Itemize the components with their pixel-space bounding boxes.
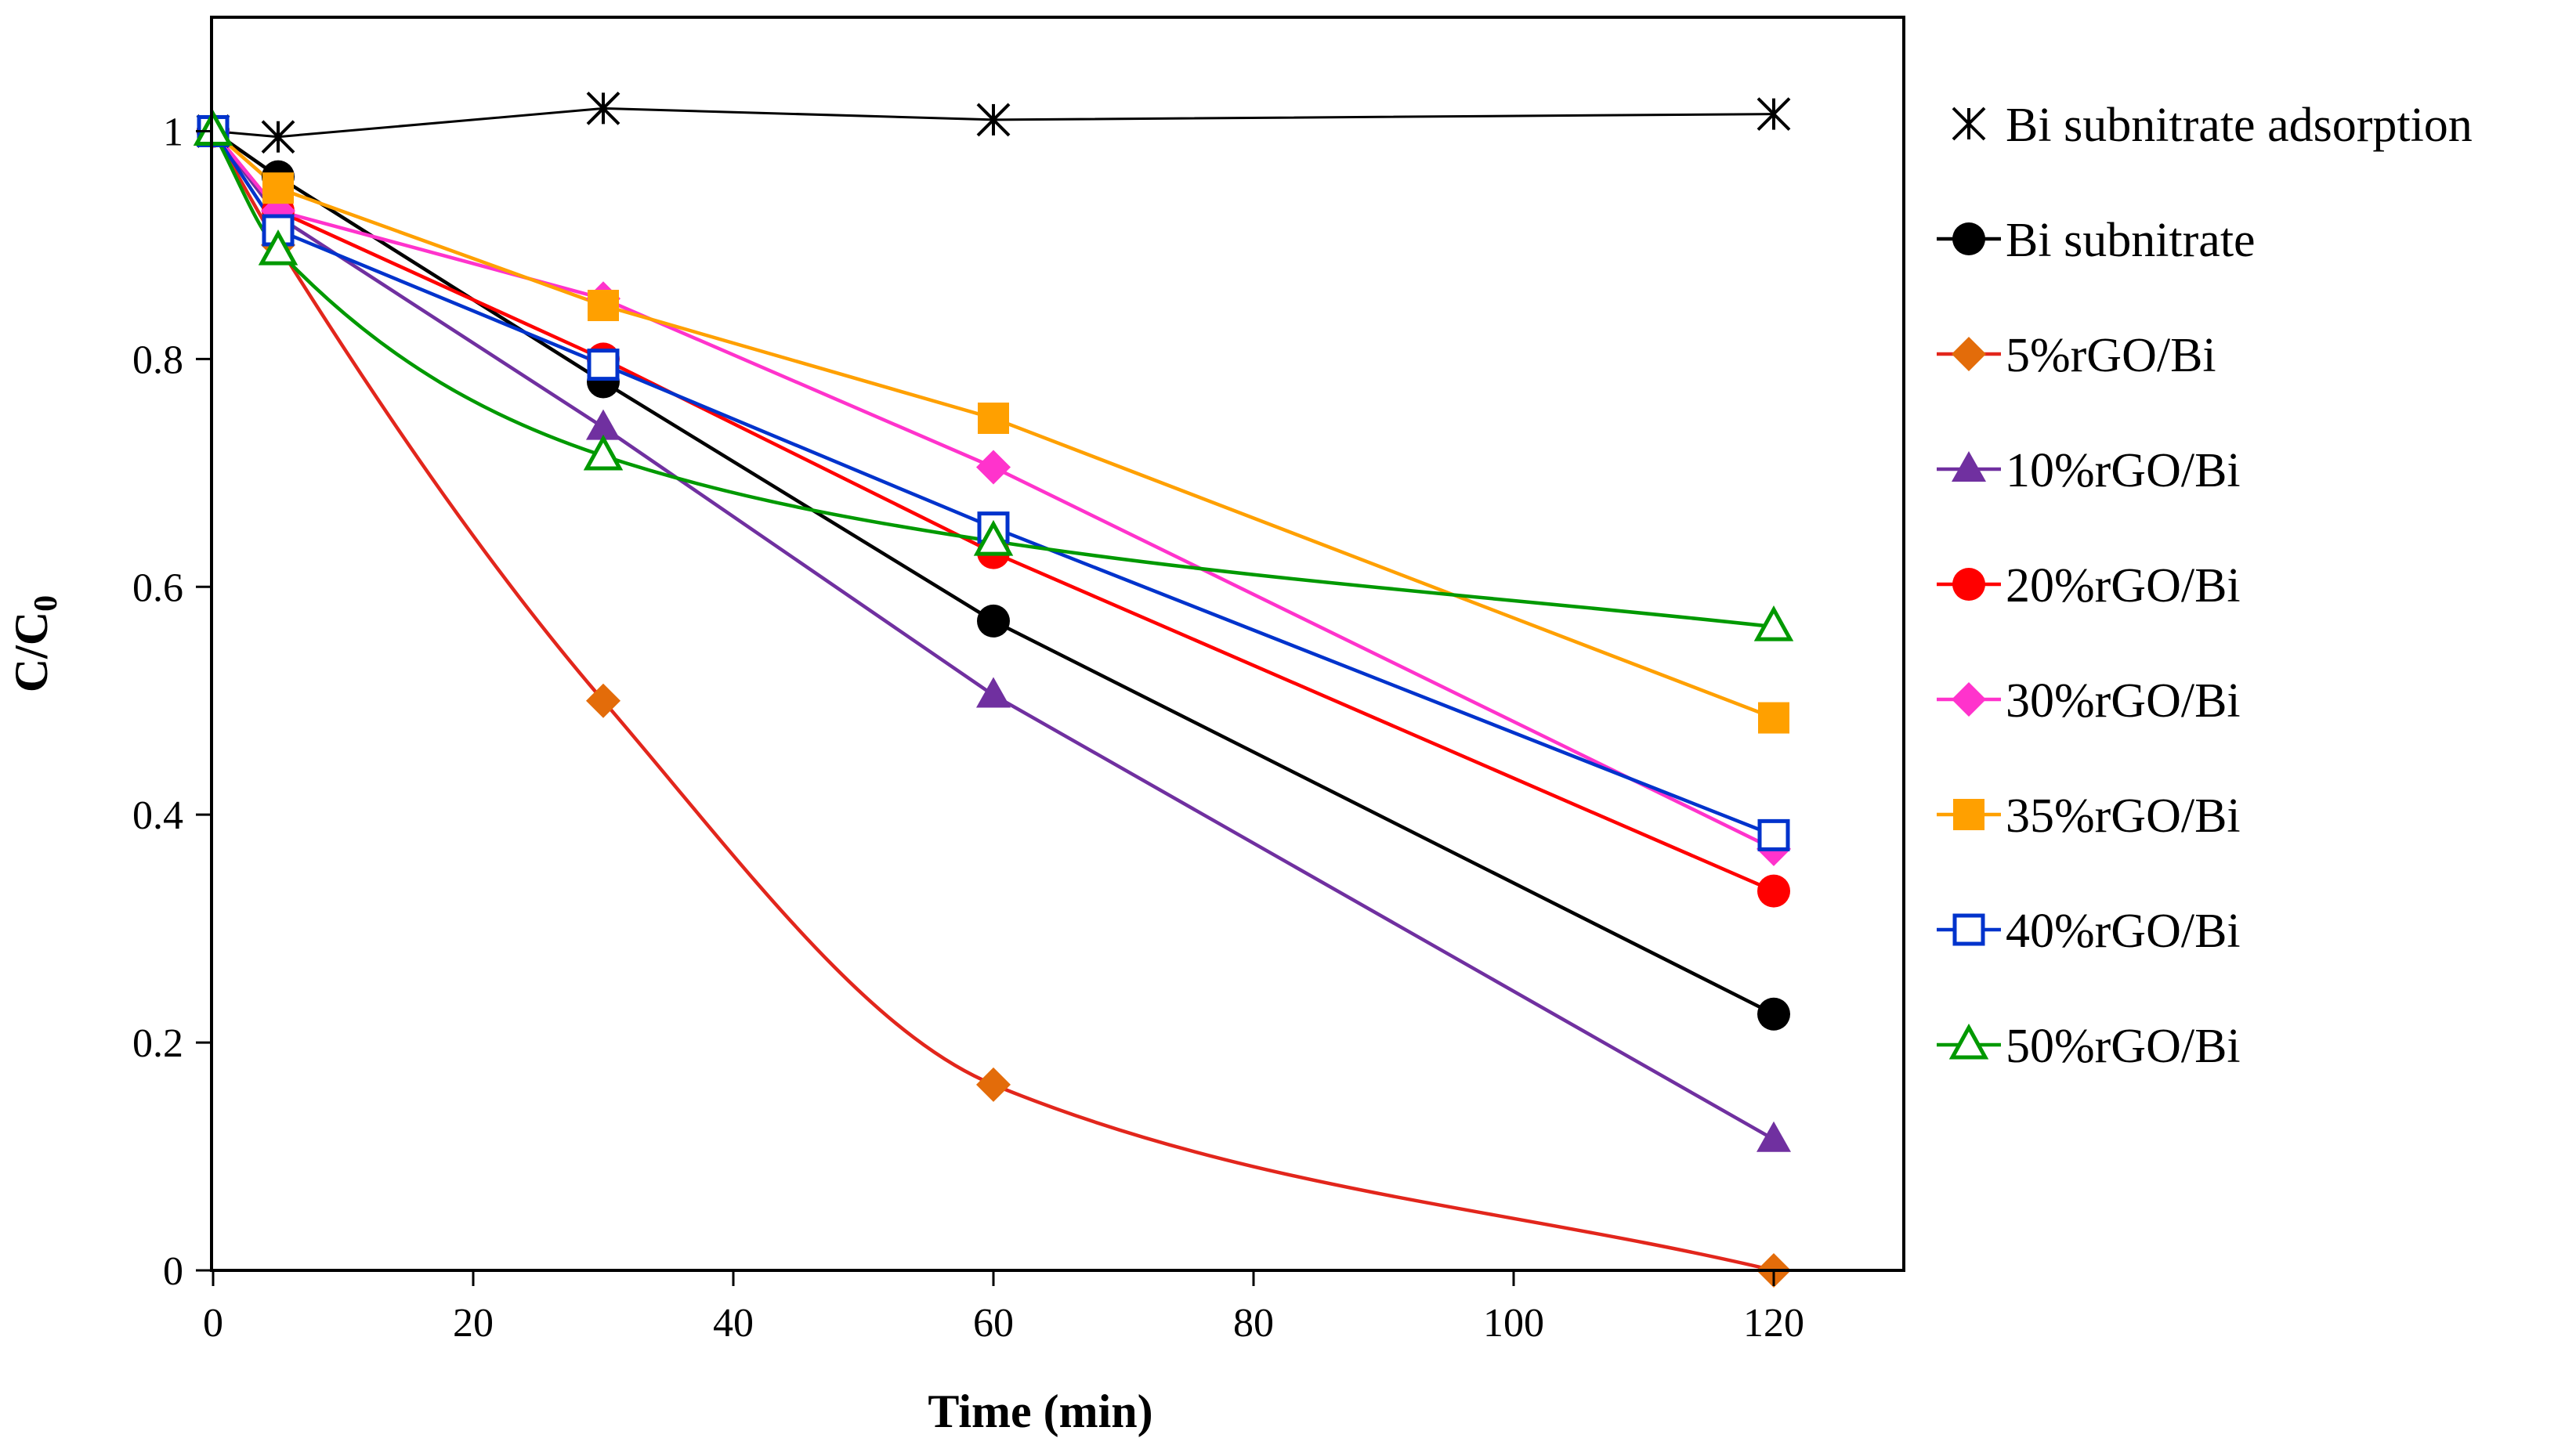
legend-marker-shape <box>1952 682 1986 717</box>
data-point-shape <box>973 519 1014 556</box>
y-axis-title: C/C0 <box>5 595 64 692</box>
x-axis-title: Time (min) <box>928 1386 1152 1437</box>
x-tick-label: 60 <box>973 1301 1014 1346</box>
data-point <box>587 349 620 381</box>
legend-marker <box>1952 337 1986 371</box>
data-point-shape <box>1758 702 1789 734</box>
legend-marker <box>1952 682 1986 717</box>
axes <box>210 16 1905 1272</box>
legend-marker-shape <box>1952 568 1985 601</box>
data-point-shape <box>1757 818 1790 851</box>
legend-marker-shape <box>1952 337 1986 371</box>
data-point <box>258 229 298 266</box>
data-point <box>1758 702 1789 734</box>
data-point-shape <box>1753 605 1794 641</box>
data-point-shape <box>976 677 1011 708</box>
legend-marker <box>1952 913 1985 946</box>
data-point <box>262 172 294 204</box>
y-ticks: 0 0.2 0.4 0.6 0.8 1 <box>132 110 212 1294</box>
data-point-shape <box>976 1067 1011 1102</box>
x-tick-label: 80 <box>1233 1301 1274 1346</box>
legend-marker <box>1952 451 1986 482</box>
plot-frame <box>210 16 1905 1272</box>
legend-marker-shape <box>1952 222 1985 255</box>
data-point-shape <box>587 349 620 381</box>
data-point-shape <box>586 683 620 718</box>
legend-label: 5%rGO/Bi <box>2006 329 2216 382</box>
data-point <box>976 1067 1011 1102</box>
legend-label: 35%rGO/Bi <box>2006 789 2241 843</box>
x-tick-label: 120 <box>1743 1301 1804 1346</box>
data-point-shape <box>258 229 298 266</box>
data-point-shape <box>588 290 619 321</box>
x-tick-label: 40 <box>713 1301 754 1346</box>
legend-label: 20%rGO/Bi <box>2006 559 2241 612</box>
x-tick-label: 100 <box>1483 1301 1544 1346</box>
legend-marker <box>1952 222 1985 255</box>
legend-label: 10%rGO/Bi <box>2006 444 2241 497</box>
legend: Bi subnitrate adsorption Bi subnitrate 5%r… <box>1937 99 2473 1073</box>
legend-marker-shape <box>1952 913 1985 946</box>
data-point-shape <box>1757 1121 1791 1152</box>
data-point-shape <box>978 403 1009 434</box>
y-tick-label: 0.6 <box>132 565 183 610</box>
data-point <box>1757 997 1790 1031</box>
data-point-shape <box>1757 874 1790 908</box>
data-point <box>976 677 1011 708</box>
data-point <box>1757 818 1790 851</box>
legend-marker-shape <box>1953 799 1984 830</box>
legend-label: 40%rGO/Bi <box>2006 905 2241 958</box>
y-tick-label: 0 <box>163 1249 183 1294</box>
data-point-shape <box>586 409 620 440</box>
data-point <box>1753 605 1794 641</box>
data-point <box>1757 1121 1791 1152</box>
legend-item: 35%rGO/Bi <box>1937 789 2241 843</box>
data-point <box>976 103 1011 137</box>
data-point-shape <box>583 434 624 471</box>
legend-marker <box>1953 799 1984 830</box>
legend-item: 5%rGO/Bi <box>1937 329 2216 382</box>
legend-marker <box>1948 1023 1989 1060</box>
legend-item: 20%rGO/Bi <box>1937 559 2241 612</box>
data-point <box>1757 874 1790 908</box>
legend-item: Bi subnitrate adsorption <box>1952 99 2473 152</box>
data-point <box>586 409 620 440</box>
data-point <box>1757 97 1791 132</box>
legend-item: 50%rGO/Bi <box>1937 1020 2241 1073</box>
legend-marker <box>1952 568 1985 601</box>
data-point <box>586 91 620 125</box>
y-tick-label: 0.4 <box>132 793 183 838</box>
data-point <box>976 450 1011 485</box>
legend-label: Bi subnitrate <box>2006 214 2256 267</box>
data-point <box>583 434 624 471</box>
y-tick-label: 1 <box>163 110 183 154</box>
legend-marker <box>1952 107 1986 141</box>
legend-marker-shape <box>1952 451 1986 482</box>
legend-item: 40%rGO/Bi <box>1937 905 2241 958</box>
legend-marker-shape <box>1948 1023 1989 1060</box>
x-tick-label: 20 <box>453 1301 494 1346</box>
legend-item: 30%rGO/Bi <box>1937 674 2241 728</box>
legend-label: Bi subnitrate adsorption <box>2006 99 2473 152</box>
legend-item: Bi subnitrate <box>1937 214 2256 267</box>
data-point-shape <box>1757 997 1790 1031</box>
y-tick-label: 0.8 <box>132 338 183 382</box>
legend-label: 50%rGO/Bi <box>2006 1020 2241 1073</box>
x-tick-label: 0 <box>203 1301 223 1346</box>
data-point <box>588 290 619 321</box>
legend-label: 30%rGO/Bi <box>2006 674 2241 728</box>
data-point <box>261 120 295 154</box>
x-ticks: 0 20 40 60 80 100 120 <box>203 1270 1804 1346</box>
data-point <box>586 683 620 718</box>
data-point-shape <box>262 172 294 204</box>
data-point <box>973 519 1014 556</box>
data-point-shape <box>977 604 1010 638</box>
legend-item: 10%rGO/Bi <box>1937 444 2241 497</box>
data-point <box>978 403 1009 434</box>
data-point <box>977 604 1010 638</box>
data-point-shape <box>976 450 1011 485</box>
y-tick-label: 0.2 <box>132 1021 183 1066</box>
series-line <box>212 130 1775 1273</box>
